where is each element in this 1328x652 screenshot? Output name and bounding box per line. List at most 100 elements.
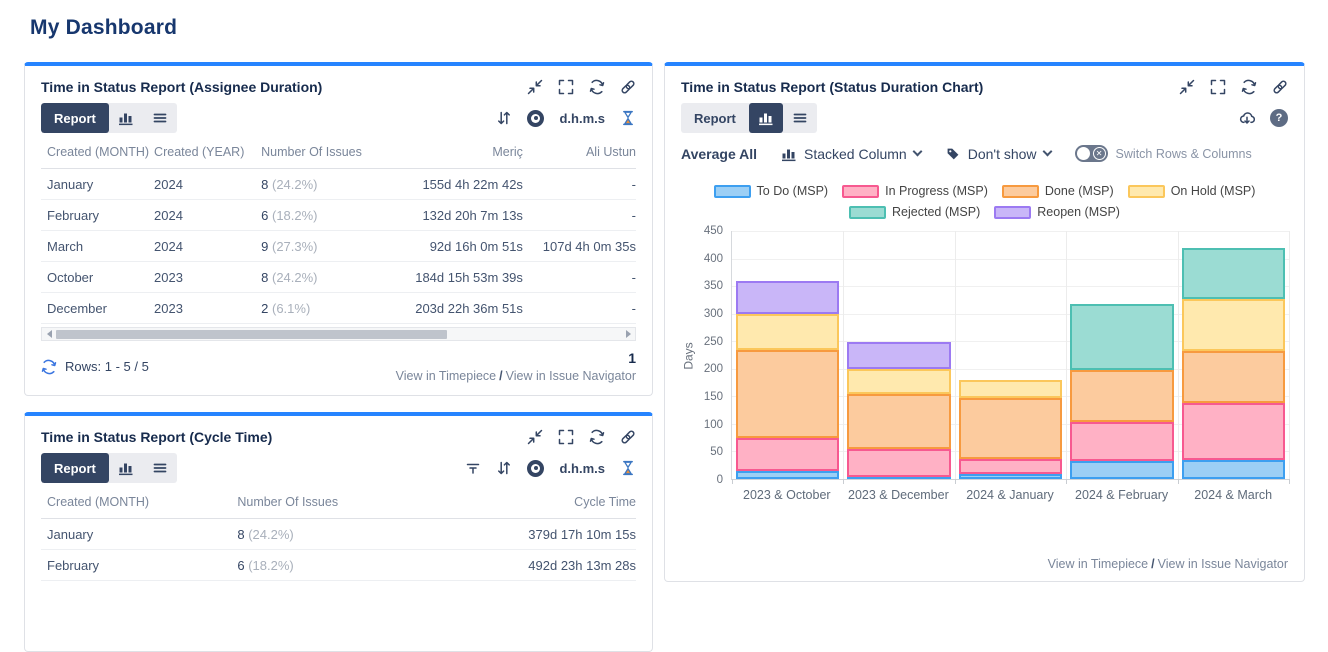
bar-segment[interactable] [847,368,951,394]
eye-icon[interactable] [527,109,545,127]
collapse-icon[interactable] [527,429,543,445]
bar-segment[interactable] [847,342,951,369]
menu-button[interactable] [783,103,817,133]
bar-segment[interactable] [736,349,840,438]
menu-button[interactable] [143,453,177,483]
chart-view-button[interactable] [748,103,783,133]
refresh-icon[interactable] [589,79,605,95]
table-row[interactable]: October 2023 8 (24.2%) 184d 15h 53m 39s - [41,261,636,293]
report-button[interactable]: Report [41,453,109,483]
time-unit-label[interactable]: d.h.m.s [559,460,605,476]
bar-segment[interactable] [736,470,840,479]
link-icon[interactable] [620,429,636,445]
legend-item[interactable]: To Do (MSP) [713,184,828,198]
bar-segment[interactable] [1070,460,1174,479]
table-row[interactable]: January 8 (24.2%) 379d 17h 10m 15s [41,518,636,550]
column-header[interactable]: Meriç [386,137,523,169]
chart-type-dropdown[interactable]: Stacked Column [781,146,923,162]
x-tick-mark [954,479,956,484]
horizontal-scrollbar[interactable] [41,327,636,341]
bar-segment[interactable] [1070,422,1174,461]
bar-segment[interactable] [958,380,1063,398]
bar-segment[interactable] [958,458,1063,474]
link-icon[interactable] [1272,79,1288,95]
column-header[interactable]: Created (YEAR) [154,137,262,169]
bar-segment[interactable] [958,398,1063,459]
menu-icon [792,110,808,126]
help-icon[interactable]: ? [1270,109,1288,127]
bar-segment[interactable] [1181,247,1286,299]
filter-icon[interactable] [465,460,481,476]
refresh-icon[interactable] [589,429,605,445]
view-in-timepiece-link[interactable]: View in Timepiece [1047,557,1149,571]
view-in-timepiece-link[interactable]: View in Timepiece [395,369,497,383]
collapse-icon[interactable] [527,79,543,95]
bar-segment[interactable] [958,473,1063,479]
bar-segment[interactable] [736,280,840,314]
fullscreen-icon[interactable] [558,79,574,95]
column-header[interactable]: Created (MONTH) [41,137,155,169]
column-header[interactable]: Ali Ustun [522,137,636,169]
table-row[interactable]: December 2023 2 (6.1%) 203d 22h 36m 51s - [41,292,636,324]
chart-view-button[interactable] [109,103,143,133]
legend-item[interactable]: Reopen (MSP) [994,205,1120,219]
menu-icon [152,110,168,126]
legend-item[interactable]: Rejected (MSP) [849,205,980,219]
sort-icon[interactable] [496,110,512,126]
stacked-bar[interactable] [736,231,840,479]
legend-item[interactable]: Done (MSP) [1001,184,1114,198]
x-tick-mark [1177,479,1179,484]
menu-button[interactable] [143,103,177,133]
refresh-icon[interactable] [1241,79,1257,95]
export-icon[interactable] [1239,110,1255,126]
bar-segment[interactable] [1070,304,1174,370]
stacked-bar[interactable] [1181,231,1286,479]
bar-segment[interactable] [847,393,951,449]
sort-icon[interactable] [496,460,512,476]
bar-segment[interactable] [736,313,840,350]
table-row[interactable]: March 2024 9 (27.3%) 92d 16h 0m 51s 107d 4h … [41,230,636,262]
page-number[interactable]: 1 [628,350,636,366]
link-icon[interactable] [620,79,636,95]
stacked-bar[interactable] [1070,231,1174,479]
report-button[interactable]: Report [41,103,109,133]
stacked-bar[interactable] [958,231,1063,479]
bar-segment[interactable] [847,448,951,477]
column-header[interactable]: Number Of Issues [237,487,452,519]
hourglass-icon[interactable] [620,460,636,476]
bar-segment[interactable] [736,437,840,471]
table-row[interactable]: February 6 (18.2%) 492d 23h 13m 28s [41,549,636,581]
bar-segment[interactable] [1070,369,1174,423]
stacked-bar[interactable] [847,231,951,479]
collapse-icon[interactable] [1179,79,1195,95]
table-row[interactable]: February 2024 6 (18.2%) 132d 20h 7m 13s - [41,199,636,231]
fullscreen-icon[interactable] [1210,79,1226,95]
hourglass-icon[interactable] [620,110,636,126]
fullscreen-icon[interactable] [558,429,574,445]
column-header[interactable]: Number Of Issues [261,137,387,169]
y-tick-label: 100 [703,418,723,431]
scroll-right-icon[interactable] [621,328,635,340]
bar-segment[interactable] [1181,298,1286,352]
bar-segment[interactable] [1181,351,1286,403]
legend-item[interactable]: In Progress (MSP) [842,184,988,198]
label-mode-dropdown[interactable]: Don't show [945,146,1052,162]
report-button[interactable]: Report [694,110,736,126]
scrollbar-thumb[interactable] [56,329,448,339]
column-header[interactable]: Cycle Time [451,487,636,519]
eye-icon[interactable] [527,459,545,477]
gridline [732,368,1289,370]
view-in-issue-navigator-link[interactable]: View in Issue Navigator [1157,557,1288,571]
legend-item[interactable]: On Hold (MSP) [1127,184,1255,198]
bar-segment[interactable] [1181,459,1286,479]
time-unit-label[interactable]: d.h.m.s [559,110,605,126]
table-row[interactable]: January 2024 8 (24.2%) 155d 4h 22m 42s - [41,168,636,200]
chart-view-button[interactable] [109,453,143,483]
scroll-left-icon[interactable] [42,328,56,340]
column-header[interactable]: Created (MONTH) [41,487,238,519]
view-in-issue-navigator-link[interactable]: View in Issue Navigator [505,369,636,383]
refresh-rows-icon[interactable] [41,359,57,375]
bar-segment[interactable] [1181,402,1286,460]
average-dropdown[interactable]: Average All [681,145,757,162]
switch-rows-columns-toggle[interactable]: ✕ [1074,145,1108,162]
